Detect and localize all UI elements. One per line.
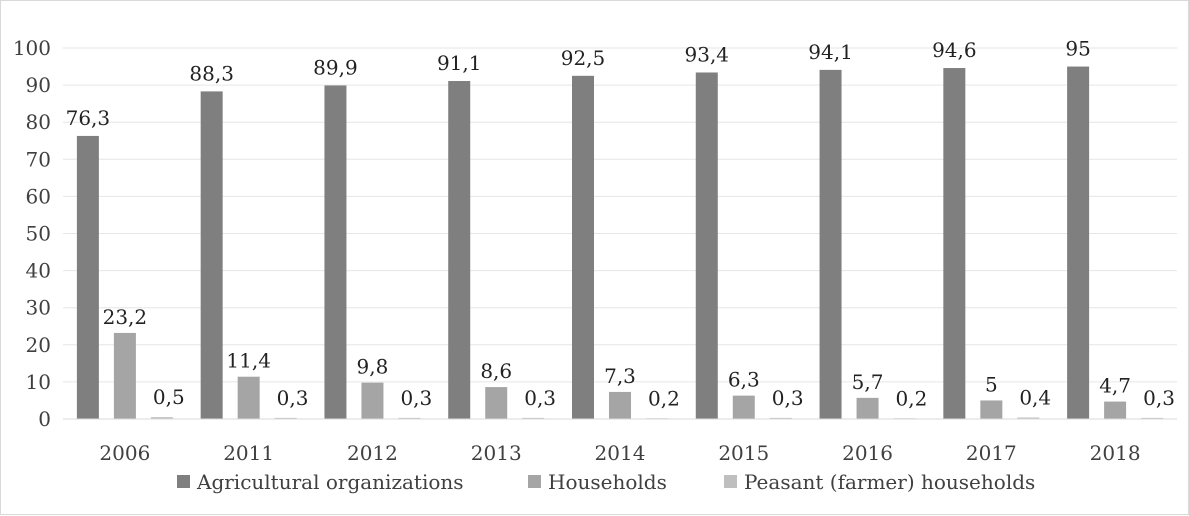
bar-peasant-farmer-households-2018 — [1141, 417, 1164, 419]
data-label: 89,9 — [313, 55, 358, 79]
bar-agricultural-organizations-2016 — [819, 69, 842, 419]
bar-peasant-farmer-households-2013 — [522, 417, 545, 419]
data-label: 0,2 — [896, 386, 928, 410]
data-label: 93,4 — [685, 42, 730, 66]
x-tick-label: 2018 — [1090, 441, 1141, 465]
bar-peasant-farmer-households-2015 — [769, 417, 792, 419]
bar-agricultural-organizations-2006 — [76, 135, 99, 419]
legend-item: Agricultural organizations — [177, 470, 464, 494]
y-tick-label: 40 — [26, 259, 51, 283]
y-tick-label: 80 — [26, 110, 51, 134]
data-label: 0,5 — [153, 385, 185, 409]
data-label: 9,8 — [357, 355, 389, 379]
data-label: 91,1 — [437, 51, 482, 75]
y-tick-label: 70 — [26, 147, 51, 171]
legend-label: Households — [548, 470, 667, 494]
y-tick-label: 50 — [26, 222, 51, 246]
x-tick-label: 2015 — [718, 441, 769, 465]
x-tick-label: 2017 — [966, 441, 1017, 465]
data-label: 0,3 — [524, 386, 556, 410]
bar-agricultural-organizations-2015 — [695, 72, 718, 420]
x-tick-label: 2011 — [223, 441, 274, 465]
y-tick-label: 90 — [26, 73, 51, 97]
legend-item: Peasant (farmer) households — [724, 470, 1035, 494]
data-label: 76,3 — [66, 106, 111, 130]
bar-agricultural-organizations-2012 — [324, 85, 347, 419]
bar-households-2006 — [113, 332, 136, 419]
bar-households-2012 — [361, 382, 384, 419]
x-tick-label: 2013 — [471, 441, 522, 465]
bar-agricultural-organizations-2017 — [943, 68, 966, 419]
legend-item: Households — [528, 470, 667, 494]
bar-households-2013 — [485, 387, 508, 419]
bar-households-2011 — [237, 376, 260, 419]
data-label: 95 — [1065, 37, 1090, 61]
bar-households-2014 — [609, 391, 631, 419]
bar-agricultural-organizations-2013 — [448, 81, 471, 420]
bar-agricultural-organizations-2018 — [1067, 66, 1090, 420]
y-tick-label: 0 — [38, 407, 51, 431]
data-label: 0,2 — [648, 386, 680, 410]
legend-label: Peasant (farmer) households — [744, 470, 1035, 494]
y-tick-label: 60 — [26, 184, 51, 208]
y-tick-label: 100 — [13, 36, 51, 60]
data-label: 7,3 — [604, 364, 636, 388]
legend-swatch — [177, 475, 190, 488]
data-label: 88,3 — [189, 61, 234, 85]
y-tick-label: 30 — [26, 296, 51, 320]
gridlines — [63, 47, 1177, 383]
data-label: 94,6 — [932, 38, 977, 62]
bars — [76, 66, 1164, 420]
y-tick-label: 20 — [26, 333, 51, 357]
bar-peasant-farmer-households-2012 — [398, 417, 421, 419]
bar-peasant-farmer-households-2006 — [150, 417, 173, 419]
data-label: 23,2 — [103, 305, 148, 329]
x-tick-label: 2016 — [842, 441, 893, 465]
legend-label: Agricultural organizations — [196, 470, 464, 494]
y-tick-label: 10 — [26, 370, 51, 394]
data-label: 5 — [985, 372, 998, 396]
data-label: 6,3 — [728, 368, 760, 392]
data-label: 11,4 — [226, 349, 271, 373]
legend: Agricultural organizations Households Peas… — [177, 470, 1035, 494]
bar-households-2015 — [732, 395, 755, 419]
legend-swatch — [724, 475, 737, 488]
y-axis: 0 10 20 30 40 50 60 70 80 90 100 — [13, 36, 51, 431]
data-label: 0,4 — [1019, 386, 1051, 410]
data-label: 0,3 — [1143, 386, 1175, 410]
legend-swatch — [528, 475, 541, 488]
bar-peasant-farmer-households-2017 — [1017, 417, 1040, 419]
bar-households-2016 — [856, 397, 879, 419]
data-label: 4,7 — [1099, 374, 1131, 398]
data-label: 0,3 — [400, 386, 432, 410]
x-axis: 2006 2011 2012 2013 2014 2015 2016 2017 2018 — [63, 418, 1177, 465]
x-tick-label: 2006 — [99, 441, 150, 465]
data-label: 0,3 — [772, 386, 804, 410]
data-label: 8,6 — [480, 359, 512, 383]
data-labels: 76,323,20,588,311,40,389,99,80,391,18,60… — [66, 37, 1175, 411]
data-label: 92,5 — [561, 46, 606, 70]
x-tick-label: 2012 — [347, 441, 398, 465]
bar-households-2017 — [980, 400, 1003, 419]
bar-agricultural-organizations-2014 — [572, 75, 594, 419]
bar-agricultural-organizations-2011 — [200, 91, 223, 420]
data-label: 0,3 — [277, 386, 309, 410]
data-label: 5,7 — [852, 370, 884, 394]
x-tick-label: 2014 — [595, 441, 646, 465]
bar-peasant-farmer-households-2011 — [274, 417, 297, 419]
bar-households-2018 — [1104, 401, 1127, 419]
data-label: 94,1 — [808, 40, 853, 64]
